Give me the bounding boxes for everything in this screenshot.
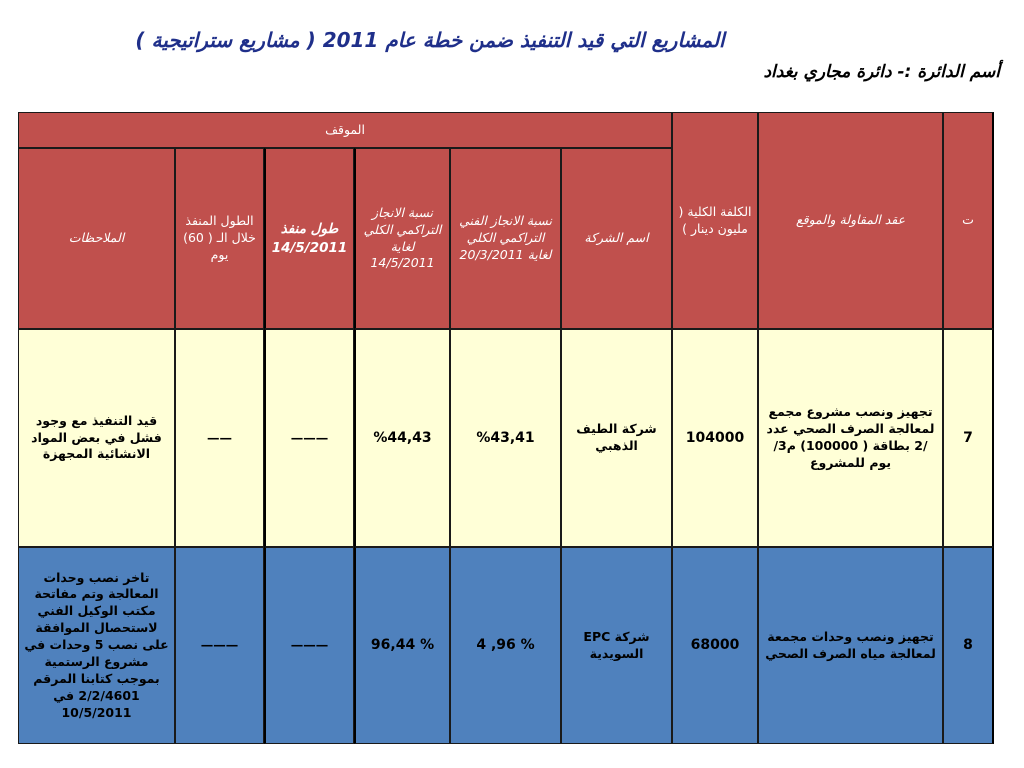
executed-length-cell: ——— <box>264 547 354 744</box>
executed-length-header: طول منفذ 14/5/2011 <box>264 148 354 329</box>
status-group-header: الموقف <box>18 112 672 148</box>
company-cell: شركة EPC السويدية <box>561 547 672 744</box>
notes-header: الملاحظات <box>18 148 175 329</box>
projects-table: الموقف الكلفة الكلية ( مليون دينار ) عقد… <box>18 112 994 744</box>
department-name: أسم الدائرة :- دائرة مجاري بغداد <box>763 62 1000 82</box>
company-cell: شركة الطيف الذهبي <box>561 329 672 547</box>
tech-progress-cell: %43,41 <box>450 329 561 547</box>
company-header: اسم الشركة <box>561 148 672 329</box>
cost-header: الكلفة الكلية ( مليون دينار ) <box>672 112 758 329</box>
executed-60-cell: —— <box>175 329 264 547</box>
total-progress-cell: % 96,44 <box>354 547 450 744</box>
contract-cell: تجهيز ونصب مشروع مجمع لمعالجة الصرف الصح… <box>758 329 943 547</box>
notes-cell: قيد التنفيذ مع وجود فشل في بعض المواد ال… <box>18 329 175 547</box>
executed-length-cell: ——— <box>264 329 354 547</box>
seq-cell: 7 <box>943 329 994 547</box>
cost-cell: 104000 <box>672 329 758 547</box>
executed-60-cell: ——— <box>175 547 264 744</box>
seq-header: ت <box>943 112 994 329</box>
page-title: المشاريع التي قيد التنفيذ ضمن خطة عام 20… <box>135 28 725 52</box>
executed-60-header: الطول المنفذ خلال الـ ( 60) يوم <box>175 148 264 329</box>
seq-cell: 8 <box>943 547 994 744</box>
total-progress-header: نسبة الانجاز التراكمي الكلي لغاية 14/5/2… <box>354 148 450 329</box>
cost-cell: 68000 <box>672 547 758 744</box>
tech-progress-cell: % 96, 4 <box>450 547 561 744</box>
contract-header: عقد المقاولة والموقع <box>758 112 943 329</box>
notes-cell: تاخر نصب وحدات المعالجة وتم مفاتحة مكتب … <box>18 547 175 744</box>
tech-progress-header: نسبة الانجاز الفني التراكمي الكلي لغاية … <box>450 148 561 329</box>
contract-cell: تجهيز ونصب وحدات مجمعة لمعالجة مياه الصر… <box>758 547 943 744</box>
total-progress-cell: %44,43 <box>354 329 450 547</box>
